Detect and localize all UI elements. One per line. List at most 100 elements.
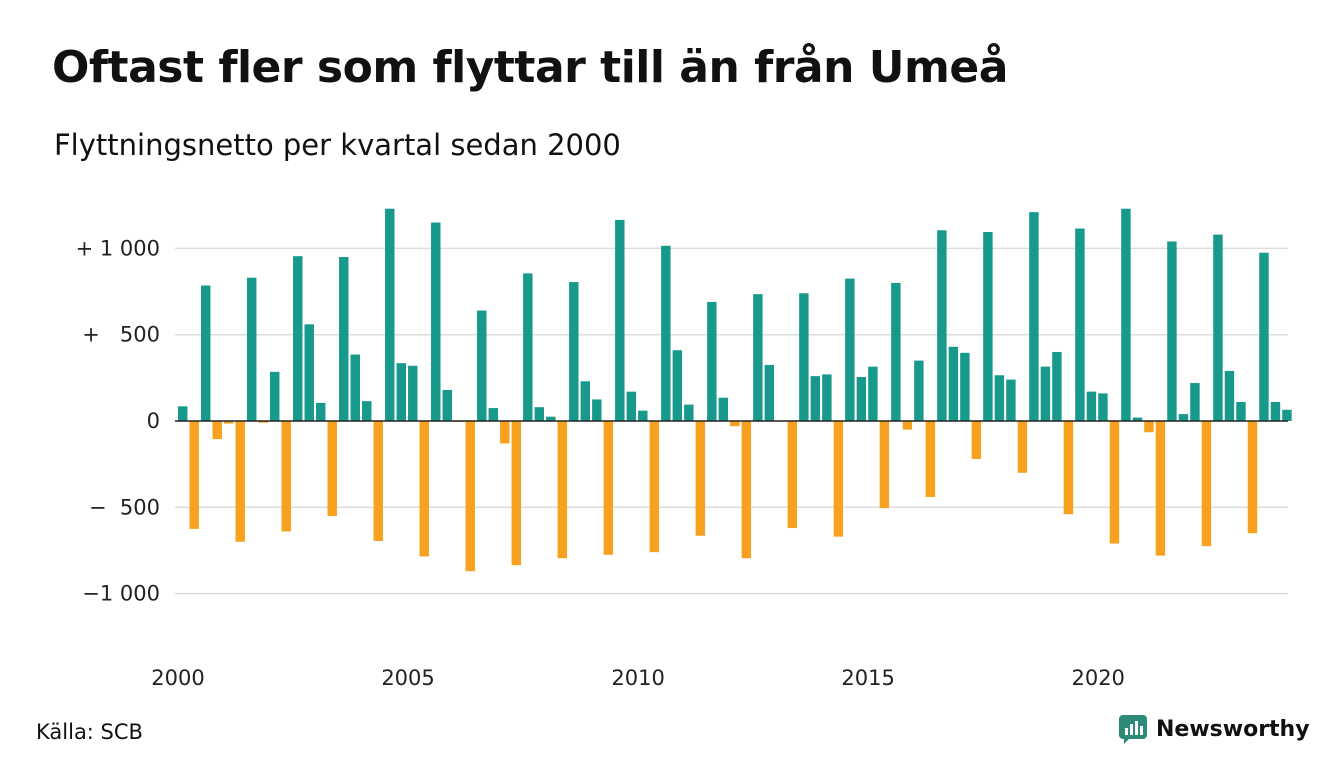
bar xyxy=(546,416,556,422)
bar xyxy=(1132,417,1143,421)
bar xyxy=(569,282,579,421)
bar xyxy=(339,257,349,421)
bar xyxy=(500,421,510,444)
bar xyxy=(1086,391,1097,421)
bar xyxy=(362,401,372,421)
bar xyxy=(201,285,211,421)
bar xyxy=(1213,234,1223,421)
y-axis-ticks: + 1 000 + 500 0 − 500 −1 000 xyxy=(76,236,160,605)
bar xyxy=(534,407,545,421)
bar xyxy=(868,366,878,421)
bar xyxy=(465,421,475,572)
bar xyxy=(235,421,245,542)
bar xyxy=(1259,252,1269,421)
grid-lines xyxy=(175,247,1288,595)
bar xyxy=(431,222,441,421)
bar xyxy=(707,301,717,421)
bar xyxy=(603,421,614,555)
bar xyxy=(764,364,775,421)
bar xyxy=(1201,421,1212,547)
chart-subtitle: Flyttningsnetto per kvartal sedan 2000 xyxy=(54,128,621,162)
chart-title: Oftast fler som flyttar till än från Ume… xyxy=(52,42,1008,93)
bar xyxy=(902,421,913,430)
bar xyxy=(523,273,533,421)
bar xyxy=(1270,402,1281,421)
bar xyxy=(615,219,625,421)
bar xyxy=(833,421,844,537)
brand-logo[interactable]: Newsworthy xyxy=(1118,714,1310,744)
bar xyxy=(580,381,591,421)
bar xyxy=(419,421,429,557)
bar xyxy=(638,410,648,421)
bar xyxy=(983,232,993,421)
bar xyxy=(511,421,522,566)
bar xyxy=(442,389,452,421)
bar xyxy=(787,421,798,529)
bar xyxy=(1063,421,1074,515)
bar xyxy=(856,376,867,421)
bar xyxy=(1017,421,1028,473)
bar xyxy=(695,421,706,536)
bar xyxy=(385,208,395,421)
bar xyxy=(684,404,694,421)
bar xyxy=(258,421,268,423)
bar xyxy=(914,360,924,421)
bar xyxy=(1155,421,1166,556)
bar xyxy=(1144,421,1154,433)
y-tick-label: + 1 000 xyxy=(76,236,160,260)
bar xyxy=(822,374,832,421)
y-tick-label: − 500 xyxy=(89,495,160,519)
bar xyxy=(1121,208,1131,421)
bar xyxy=(1282,409,1292,421)
bar xyxy=(799,293,809,421)
bar xyxy=(730,421,740,427)
x-axis-ticks: 2000 2005 2010 2015 2020 xyxy=(151,666,1125,690)
bar xyxy=(212,421,222,440)
bar xyxy=(1075,228,1085,421)
bar xyxy=(810,376,821,421)
bar xyxy=(247,277,257,421)
bar xyxy=(1029,212,1039,421)
bar xyxy=(994,375,1005,421)
x-tick-label: 2000 xyxy=(151,666,204,690)
bar xyxy=(488,408,498,422)
y-tick-label: 0 xyxy=(147,409,160,433)
y-tick-label: −1 000 xyxy=(82,582,160,606)
bar xyxy=(1224,370,1235,421)
bar xyxy=(1098,393,1108,421)
bar xyxy=(948,346,959,421)
bar xyxy=(178,406,188,421)
bar xyxy=(592,399,602,421)
bar xyxy=(971,421,982,459)
bar xyxy=(1247,421,1258,534)
bar xyxy=(753,294,763,421)
x-tick-label: 2020 xyxy=(1071,666,1124,690)
bar xyxy=(1236,402,1246,421)
bar xyxy=(327,421,337,516)
bar xyxy=(224,421,234,424)
bar xyxy=(408,365,418,421)
bar xyxy=(304,324,314,421)
bar xyxy=(960,352,970,421)
bar xyxy=(649,421,660,553)
bar xyxy=(270,371,280,421)
bar xyxy=(879,421,890,509)
bar xyxy=(845,278,855,422)
bar xyxy=(937,230,947,421)
bar xyxy=(1109,421,1120,544)
bar xyxy=(741,421,752,559)
source-note: Källa: SCB xyxy=(36,720,143,744)
bar xyxy=(316,402,326,421)
bar xyxy=(626,391,637,421)
bar xyxy=(350,354,360,421)
bar xyxy=(1040,366,1051,421)
bar xyxy=(672,350,683,421)
bar xyxy=(1178,414,1189,421)
x-tick-label: 2005 xyxy=(381,666,434,690)
newsworthy-logo-icon xyxy=(1119,715,1147,744)
bar xyxy=(1190,383,1200,421)
bar xyxy=(891,282,901,421)
bar xyxy=(1006,379,1016,421)
brand-name: Newsworthy xyxy=(1156,716,1310,742)
